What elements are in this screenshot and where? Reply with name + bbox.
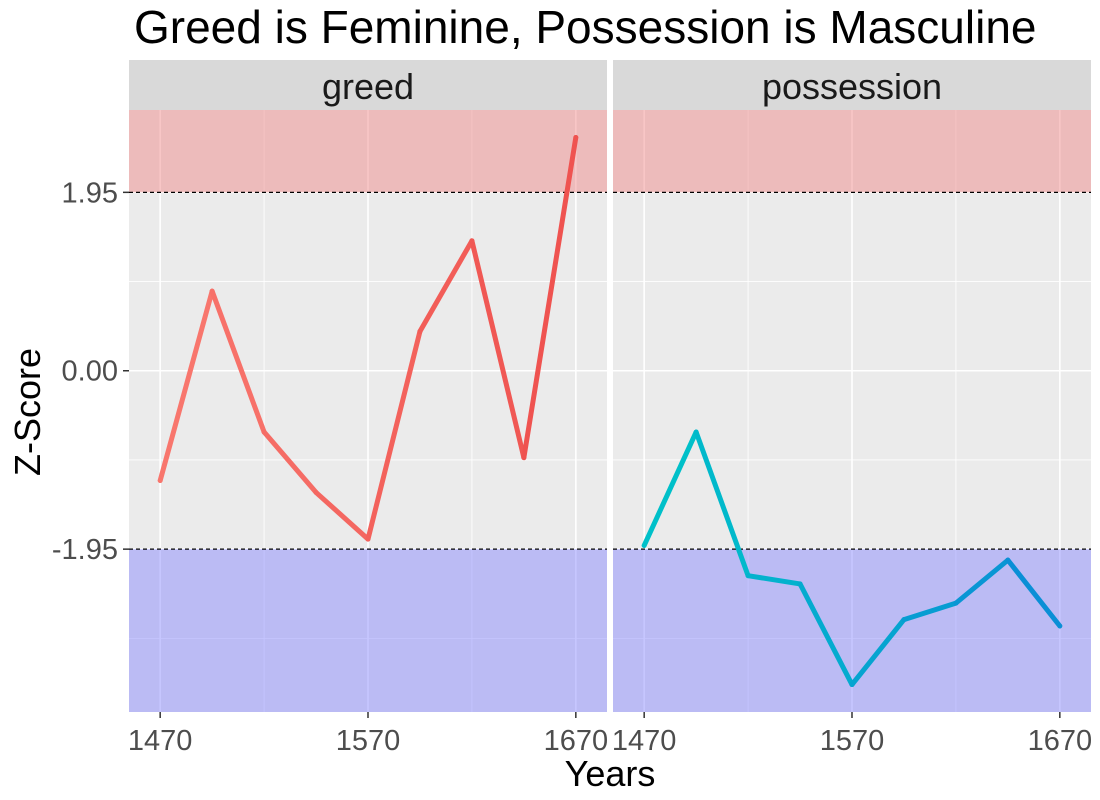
data-point [901, 617, 907, 622]
series-line-segment [693, 429, 751, 579]
y-axis: -1.95 0.00 1.95 [52, 177, 129, 566]
y-tick-label: -1.95 [52, 534, 118, 566]
data-point [1057, 623, 1063, 629]
series-line-segment [745, 573, 803, 587]
facet-panel-possession: possession [613, 60, 1091, 712]
data-point [313, 490, 319, 495]
data-point [157, 478, 163, 483]
x-axis-title: Years [565, 753, 656, 794]
x-axis: 1470 1570 1670 1470 1570 1670 [128, 712, 1092, 757]
data-point [365, 536, 371, 542]
y-tick-label: 1.95 [62, 177, 118, 209]
series-line-segment [313, 489, 371, 542]
series-line-segment [365, 328, 423, 542]
data-point [261, 429, 267, 435]
data-point [953, 600, 959, 606]
series-line-segment [849, 617, 907, 688]
data-point [573, 135, 579, 140]
data-point [849, 682, 855, 687]
y-axis-title: Z-Score [7, 348, 48, 476]
data-point [641, 543, 647, 548]
data-point [745, 573, 751, 579]
x-tick-label: 1470 [612, 725, 677, 757]
data-point [797, 581, 803, 587]
series-line-segment [157, 288, 215, 484]
data-point [521, 455, 527, 461]
series-line-segment [953, 557, 1011, 606]
significance-band-lower [129, 549, 607, 712]
series-line-segment [469, 238, 527, 461]
series-line-segment [797, 581, 855, 688]
data-point [693, 429, 699, 435]
x-tick-label: 1570 [336, 725, 401, 757]
series-line-segment [1005, 557, 1063, 629]
x-tick-label: 1670 [1028, 725, 1093, 757]
x-tick-label: 1670 [544, 725, 609, 757]
series-line-segment [641, 429, 699, 548]
facet-panels: greed possession [129, 60, 1091, 712]
facet-strip [129, 60, 607, 110]
significance-band-upper [613, 110, 1091, 193]
series-line-segment [417, 238, 475, 334]
facet-panel-greed: greed [129, 60, 607, 712]
x-tick-label: 1470 [128, 725, 193, 757]
chart-title: Greed is Feminine, Possession is Masculi… [134, 1, 1036, 53]
y-tick-label: 0.00 [62, 356, 118, 388]
series-line-segment [901, 600, 959, 623]
series-line-segment [209, 288, 267, 435]
facet-strip [613, 60, 1091, 110]
facet-strip-label: possession [762, 66, 942, 107]
facet-strip-label: greed [322, 66, 414, 107]
significance-band-upper [129, 110, 607, 193]
data-point [209, 288, 215, 294]
data-point [469, 238, 475, 244]
x-tick-label: 1570 [820, 725, 885, 757]
series-line-segment [521, 134, 579, 461]
series-line-segment [261, 429, 319, 495]
data-point [1005, 557, 1011, 563]
data-point [417, 329, 423, 334]
